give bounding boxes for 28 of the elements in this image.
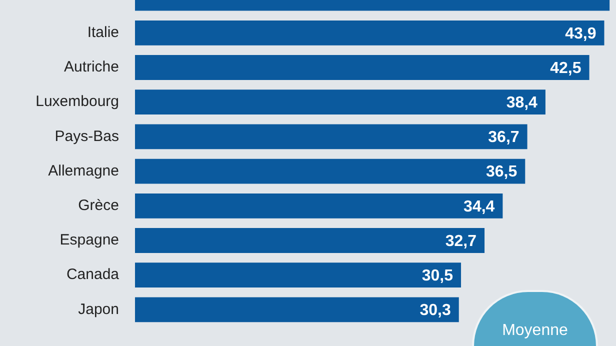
- y-tick-label: Canada: [66, 266, 120, 284]
- data-label: 32,7: [445, 232, 477, 250]
- y-tick-label: Japon: [78, 300, 119, 318]
- y-tick-label: Allemagne: [48, 162, 119, 180]
- data-label: 30,3: [420, 302, 451, 320]
- data-label: 42,5: [550, 60, 582, 77]
- bar: [135, 90, 546, 115]
- y-tick-label: Italie: [87, 24, 119, 42]
- data-label: 34,4: [464, 198, 495, 216]
- bar: [135, 262, 462, 288]
- data-label: 36,7: [488, 129, 520, 146]
- y-tick-label: Pays-Bas: [54, 128, 119, 145]
- y-tick-label: Espagne: [60, 232, 119, 249]
- data-label: 43,9: [565, 25, 596, 42]
- data-label: 38,4: [506, 94, 538, 112]
- data-label: 36,5: [486, 164, 518, 181]
- data-label: 30,5: [422, 268, 454, 285]
- y-tick-label: Autriche: [64, 58, 119, 76]
- bar: [135, 124, 528, 150]
- bar: [135, 55, 590, 80]
- y-tick-label: Grèce: [78, 197, 119, 214]
- bar: [135, 193, 503, 218]
- bar: [135, 228, 485, 253]
- bar: [135, 297, 459, 322]
- bar: [135, 20, 604, 46]
- y-tick-label: Luxembourg: [36, 93, 119, 110]
- bar: [135, 158, 526, 184]
- circle-badge: Moyenne: [472, 290, 598, 346]
